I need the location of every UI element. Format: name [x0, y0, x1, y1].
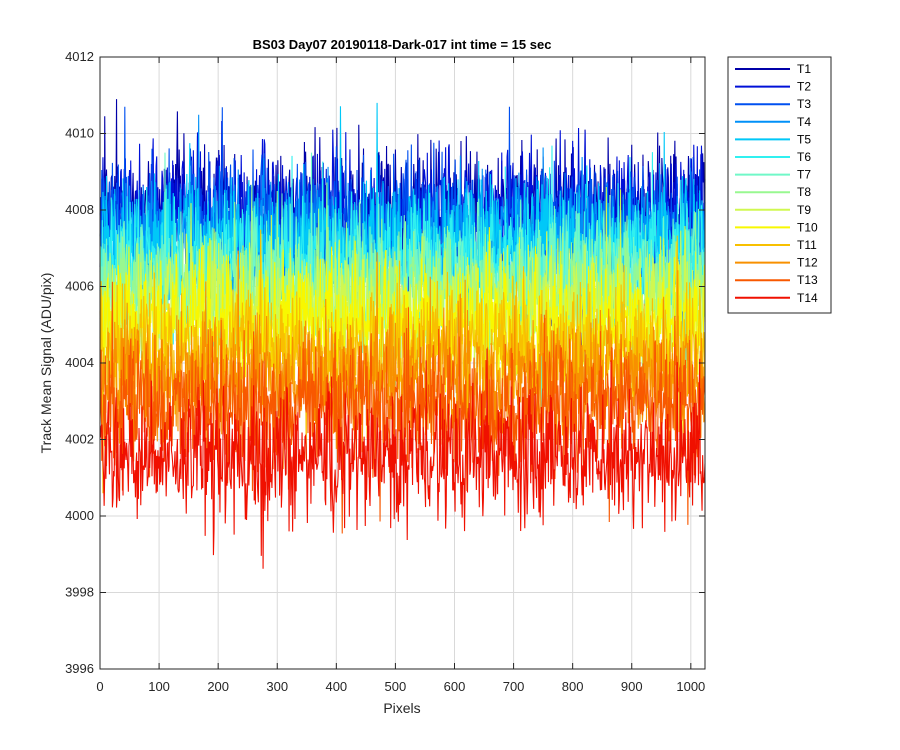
x-tick-label: 0 [96, 679, 103, 694]
legend-box [727, 56, 832, 314]
series-line-t14 [99, 348, 706, 569]
y-tick-label: 4008 [65, 202, 94, 217]
legend-label-t1: T1 [797, 62, 811, 76]
tick-layer: 0 100 200 300 400 500 600 700 800 900 1000 3996 3998… [65, 49, 705, 694]
legend-label-t11: T11 [797, 238, 817, 252]
x-tick-label: 700 [503, 679, 525, 694]
legend-label-t10: T10 [797, 220, 818, 234]
legend-label-t5: T5 [797, 132, 811, 146]
x-tick-label: 500 [385, 679, 407, 694]
x-tick-label: 200 [207, 679, 229, 694]
chart-title: BS03 Day07 20190118-Dark-017 int time = … [253, 37, 552, 52]
y-tick-label: 3996 [65, 661, 94, 676]
y-tick-label: 4006 [65, 279, 94, 294]
legend-label-t4: T4 [797, 115, 811, 129]
y-tick-label: 4010 [65, 126, 94, 141]
y-axis-label: Track Mean Signal (ADU/pix) [38, 273, 54, 454]
x-tick-label: 100 [148, 679, 170, 694]
legend-label-t13: T13 [797, 273, 818, 287]
y-tick-label: 4012 [65, 49, 94, 64]
legend-label-t3: T3 [797, 97, 811, 111]
x-tick-label: 600 [444, 679, 466, 694]
legend: T1 T2 T3 T4 T5 T6 T7 T8 T9 T10 T11 T12 T13 T14 [727, 56, 832, 314]
legend-label-t14: T14 [797, 291, 818, 305]
y-tick-label: 4004 [65, 355, 94, 370]
y-tick-label: 3998 [65, 585, 94, 600]
x-tick-label: 300 [266, 679, 288, 694]
x-tick-label: 900 [621, 679, 643, 694]
legend-label-t8: T8 [797, 185, 811, 199]
legend-label-t7: T7 [797, 168, 811, 182]
series-layer [99, 99, 706, 569]
legend-label-t6: T6 [797, 150, 811, 164]
x-tick-label: 800 [562, 679, 584, 694]
legend-label-t12: T12 [797, 256, 818, 270]
y-tick-label: 4000 [65, 508, 94, 523]
x-tick-label: 400 [325, 679, 347, 694]
x-axis-label: Pixels [383, 700, 420, 716]
y-tick-label: 4002 [65, 432, 94, 447]
x-tick-label: 1000 [676, 679, 705, 694]
legend-label-t9: T9 [797, 203, 811, 217]
legend-label-t2: T2 [797, 80, 811, 94]
